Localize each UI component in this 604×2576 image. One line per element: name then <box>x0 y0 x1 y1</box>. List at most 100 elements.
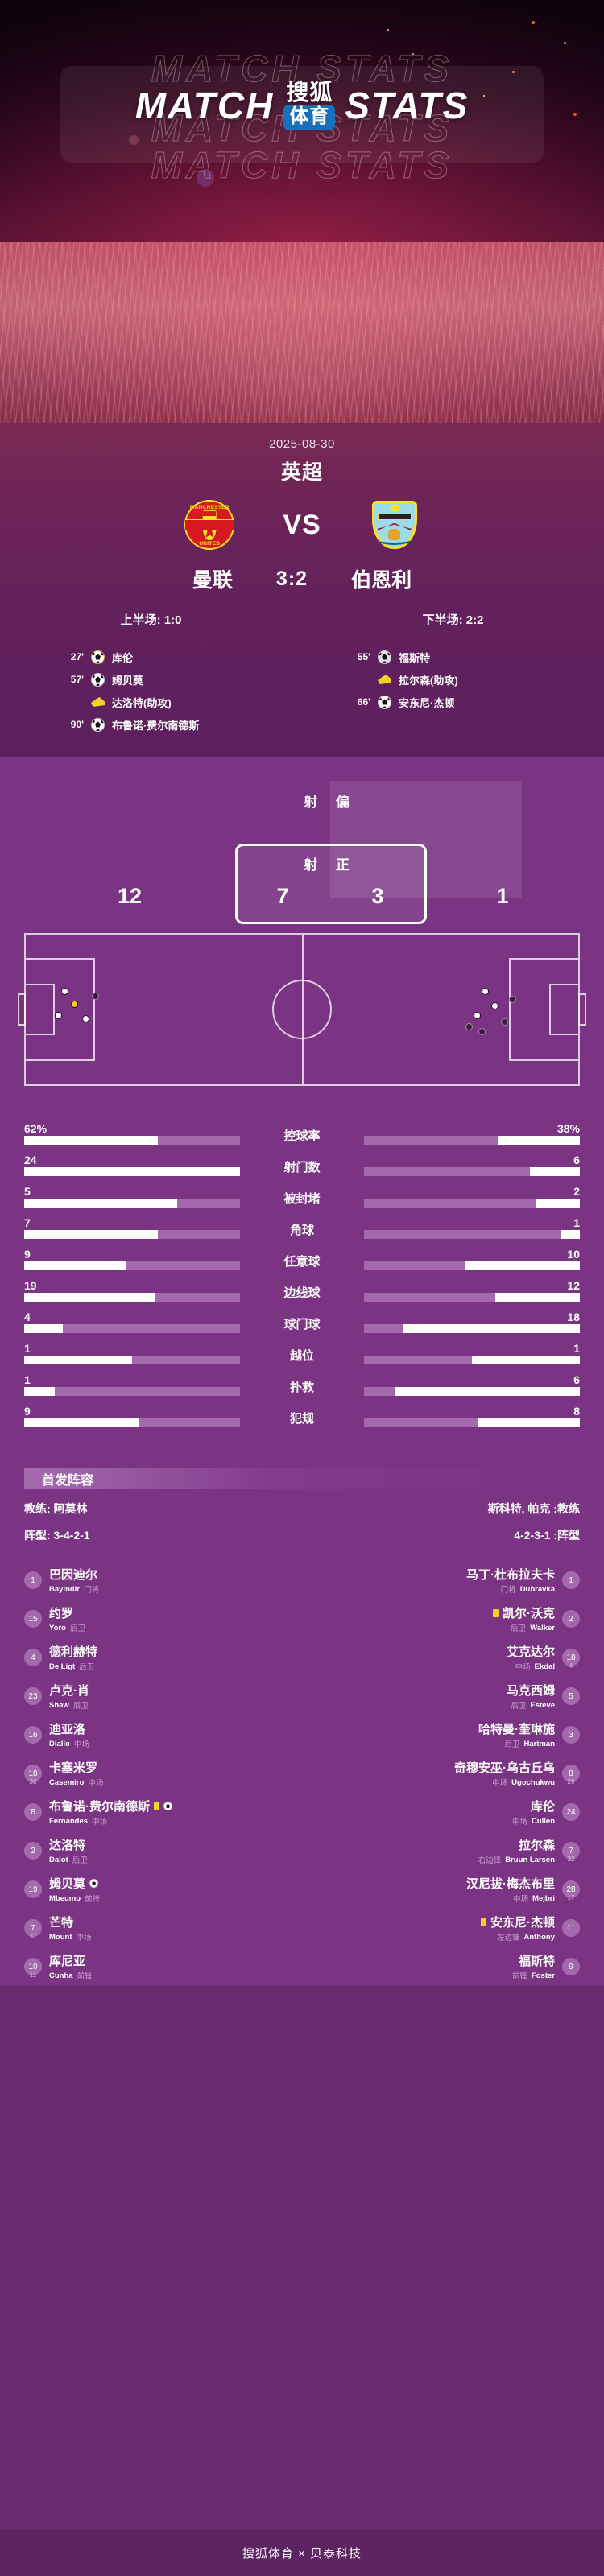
player-subline: De Ligt 后卫 <box>49 1661 97 1673</box>
player-name-line: 凯尔·沃克 <box>493 1604 555 1621</box>
away-stat-fill <box>465 1261 580 1270</box>
hero-title: MATCH 搜狐 体育 STATS <box>0 80 604 130</box>
away-stat-value: 38% <box>556 1122 580 1135</box>
away-stat-fill <box>530 1167 580 1176</box>
player-name-line: 约罗 <box>49 1604 85 1621</box>
player-name-en: Anthony <box>523 1932 555 1942</box>
center-circle <box>272 980 332 1039</box>
lineup-row: 19 姆贝莫 Mbeumo 前锋 汉尼拔·梅杰布里 中场 Mejbri 28 17 <box>24 1870 580 1909</box>
player-subline: Casemiro 中场 <box>49 1777 104 1789</box>
player-name: 哈特曼·奎琳施 <box>478 1723 555 1736</box>
player-number-badge: 7 37 <box>24 1919 42 1940</box>
player-position: 右边锋 <box>478 1856 502 1865</box>
player-position: 后卫 <box>72 1856 88 1865</box>
stat-label: 越位 <box>289 1349 314 1363</box>
player-number-badge: 19 <box>24 1880 42 1898</box>
crests-row: MANCHESTER UNITED VS <box>0 500 604 550</box>
player-sub-number: 11 <box>29 1971 37 1979</box>
lineup-row: 4 德利赫特 De Ligt 后卫 艾克达尔 中场 Ekdal 18 4 <box>24 1638 580 1677</box>
away-stat-track <box>364 1418 580 1427</box>
match-league: 英超 <box>280 461 323 484</box>
player-name-en: Dubravka <box>519 1584 555 1594</box>
player-name-line: 芒特 <box>49 1913 92 1930</box>
home-player: 10 11 库尼亚 Cunha 前锋 <box>24 1952 302 1981</box>
stat-label: 被封堵 <box>283 1192 321 1206</box>
away-stat-fill <box>536 1199 580 1208</box>
player-name-line: 拉尔森 <box>519 1836 555 1853</box>
home-stat-value: 4 <box>24 1311 31 1323</box>
own-goal-icon <box>378 650 391 664</box>
player-position: 后卫 <box>511 1702 527 1711</box>
home-stat: 9 <box>24 1404 240 1427</box>
away-coach: 斯科特, 帕克 :教练 <box>487 1502 580 1515</box>
event-player-name: 库伦 <box>112 651 134 664</box>
event-player-name: 布鲁诺·费尔南德斯 <box>112 719 200 732</box>
home-stat: 24 <box>24 1153 240 1176</box>
home-stat-value: 9 <box>24 1405 31 1418</box>
event-player-name: 姆贝莫 <box>112 674 144 687</box>
yellow-card-icon <box>481 1918 486 1926</box>
player-number-badge: 23 <box>24 1687 42 1705</box>
player-text: 马丁·杜布拉夫卡 门将 Dubravka <box>466 1566 555 1595</box>
player-subline: Yoro 后卫 <box>49 1622 85 1634</box>
home-events-column: 27' 库伦 57' 姆贝莫 达洛特(助攻) 90' 布鲁诺·费尔南德斯 <box>0 646 302 736</box>
player-name-en: Mejbri <box>532 1893 555 1903</box>
penalty-box-left <box>26 958 95 1061</box>
home-stat-fill <box>24 1199 178 1208</box>
player-sub-number: 30 <box>29 1778 37 1785</box>
player-subline: 中场 Ekdal <box>515 1661 555 1673</box>
away-team-name: 伯恩利 <box>351 569 412 592</box>
player-text: 奇穆安巫·乌古丘乌 中场 Ugochukwu <box>454 1759 555 1788</box>
home-stat-fill <box>24 1356 132 1364</box>
away-events-column: 55' 福斯特 拉尔森(助攻) 66' 安东尼·杰顿 <box>302 646 604 736</box>
home-stat-value: 62% <box>24 1122 48 1135</box>
player-name-line: 德利赫特 <box>49 1643 97 1660</box>
away-stat: 8 <box>364 1404 580 1427</box>
away-stat-value: 1 <box>573 1342 580 1355</box>
home-player: 1 巴因迪尔 Bayindir 门将 <box>24 1566 302 1595</box>
shot-marker <box>482 988 489 995</box>
player-position: 中场 <box>76 1934 92 1942</box>
away-player: 安东尼·杰顿 左边锋 Anthony 11 <box>302 1913 580 1942</box>
home-stat-track <box>24 1230 240 1239</box>
goal-icon <box>91 717 105 732</box>
player-text: 汉尼拔·梅杰布里 中场 Mejbri <box>466 1875 555 1904</box>
sohu-logo: 搜狐 体育 <box>283 80 336 130</box>
home-stat-fill <box>24 1230 159 1239</box>
penalty-goal-icon <box>91 650 105 664</box>
away-formation: 4-2-3-1 :阵型 <box>514 1529 580 1542</box>
second-half-score: 下半场: 2:2 <box>422 613 484 627</box>
player-name: 巴因迪尔 <box>49 1568 98 1582</box>
player-position: 前锋 <box>511 1972 527 1981</box>
player-position: 中场 <box>88 1779 104 1788</box>
spark-particles <box>0 0 604 209</box>
shot-marker <box>82 1015 89 1022</box>
away-stat: 12 <box>364 1278 580 1302</box>
home-stat-track <box>24 1293 240 1302</box>
away-player: 马克西姆 后卫 Esteve 5 <box>302 1682 580 1711</box>
home-stat-fill <box>24 1167 240 1176</box>
home-player: 7 37 芒特 Mount 中场 <box>24 1913 302 1942</box>
player-name-en: Foster <box>531 1971 555 1980</box>
away-stat-track <box>364 1199 580 1208</box>
player-sub-number: 17 <box>567 1894 575 1901</box>
shot-marker <box>71 1001 78 1008</box>
match-date: 2025-08-30 <box>269 437 335 451</box>
player-number-badge: 7 22 <box>562 1842 580 1863</box>
away-stat-track <box>364 1387 580 1396</box>
goal-box-right <box>549 984 578 1035</box>
home-player: 23 卢克·肖 Shaw 后卫 <box>24 1682 302 1711</box>
away-stat-track <box>364 1167 580 1176</box>
shot-counts: 12 7 3 1 <box>24 884 580 909</box>
away-stat: 1 <box>364 1216 580 1239</box>
yellow-card-icon <box>154 1802 159 1810</box>
home-stat: 1 <box>24 1341 240 1364</box>
home-stat-track <box>24 1261 240 1270</box>
goal-event-row: 27' 库伦 <box>60 646 302 668</box>
home-stat-fill <box>24 1387 55 1396</box>
player-name: 德利赫特 <box>49 1645 98 1659</box>
player-name: 凯尔·沃克 <box>503 1607 555 1620</box>
player-text: 凯尔·沃克 后卫 Walker <box>493 1604 555 1633</box>
player-name-line: 汉尼拔·梅杰布里 <box>466 1875 555 1892</box>
home-stat-fill <box>24 1293 156 1302</box>
